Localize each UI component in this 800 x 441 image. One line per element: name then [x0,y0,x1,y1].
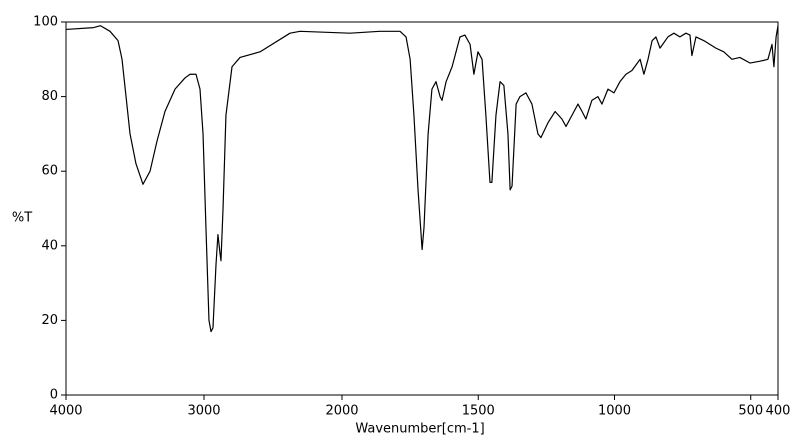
y-tick-label: 20 [41,313,58,328]
y-tick-label: 80 [41,89,58,104]
x-tick-label: 2000 [325,404,358,419]
x-tick-label: 500 [738,404,763,419]
x-tick-label: 4000 [49,404,82,419]
x-axis-label: Wavenumber[cm-1] [355,422,484,437]
x-tick-label: 1000 [598,404,631,419]
spectrum-line [65,25,779,333]
y-axis-label: %T [12,211,32,226]
y-tick-label: 100 [33,15,58,30]
x-tick-label: 400 [766,404,791,419]
y-tick-label: 0 [50,388,58,403]
x-tick-label: 1500 [462,404,495,419]
x-tick-label: 3000 [187,404,220,419]
y-tick-label: 40 [41,238,58,253]
y-tick-label: 60 [41,164,58,179]
plot-frame [65,21,779,396]
